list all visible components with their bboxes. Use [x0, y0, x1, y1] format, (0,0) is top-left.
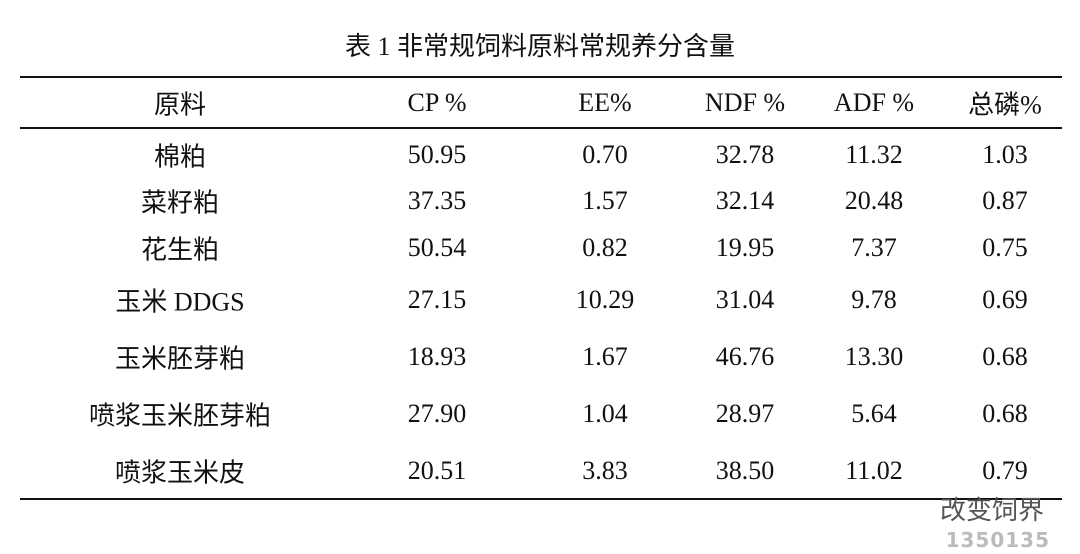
table-cell: 5.64 [851, 399, 897, 428]
table-cell: 0.68 [982, 399, 1028, 428]
row-label: 花生粕 [140, 235, 220, 265]
table-cell: 0.75 [982, 233, 1028, 262]
table-cell: 1.04 [582, 399, 628, 428]
table-cell: 0.87 [982, 186, 1028, 215]
header-cell: CP % [407, 88, 467, 117]
header-cell: EE% [578, 88, 632, 117]
table-title: 表 1 非常规饲料原料常规养分含量 [344, 32, 735, 61]
table-cell: 3.83 [582, 456, 628, 485]
table-cell: 28.97 [715, 399, 775, 428]
table-cell: 1.57 [582, 186, 628, 215]
table-cell: 50.54 [407, 233, 467, 262]
row-label: 菜籽粕 [140, 188, 220, 218]
row-label: 喷浆玉米皮 [114, 458, 246, 488]
row-label: 玉米 DDGS [115, 287, 245, 317]
table-cell: 38.50 [715, 456, 775, 485]
table-cell: 20.48 [844, 186, 904, 215]
table-cell: 37.35 [407, 186, 467, 215]
site-mark: 1350135 [945, 528, 1050, 552]
table-cell: 0.79 [982, 456, 1028, 485]
table-cell: 1.67 [582, 342, 628, 371]
table-cell: 13.30 [844, 342, 904, 371]
table-cell: 19.95 [715, 233, 775, 262]
table-cell: 9.78 [851, 285, 897, 314]
table-cell: 20.51 [407, 456, 467, 485]
top-rule [20, 76, 1062, 78]
table-cell: 0.82 [582, 233, 628, 262]
header-cell: 原料 [153, 90, 207, 120]
header-rule [20, 127, 1062, 129]
table-cell: 10.29 [575, 285, 635, 314]
table-cell: 32.78 [715, 140, 775, 169]
header-cell: 总磷% [968, 90, 1042, 120]
table-cell: 7.37 [851, 233, 897, 262]
watermark: 改变饲界 [939, 496, 1044, 526]
header-cell: ADF % [833, 88, 915, 117]
table-cell: 32.14 [715, 186, 775, 215]
bottom-rule [20, 498, 1062, 500]
table-cell: 27.90 [407, 399, 467, 428]
table-cell: 11.32 [845, 140, 903, 169]
row-label: 玉米胚芽粕 [114, 344, 246, 374]
table-cell: 18.93 [407, 342, 467, 371]
header-cell: NDF % [704, 88, 786, 117]
table-cell: 46.76 [715, 342, 775, 371]
table-cell: 11.02 [845, 456, 903, 485]
table-cell: 0.70 [582, 140, 628, 169]
table-cell: 27.15 [407, 285, 467, 314]
table-cell: 0.68 [982, 342, 1028, 371]
table-cell: 31.04 [715, 285, 775, 314]
row-label: 喷浆玉米胚芽粕 [88, 401, 272, 431]
row-label: 棉粕 [153, 142, 207, 172]
table-cell: 1.03 [982, 140, 1028, 169]
table-cell: 50.95 [407, 140, 467, 169]
table-cell: 0.69 [982, 285, 1028, 314]
